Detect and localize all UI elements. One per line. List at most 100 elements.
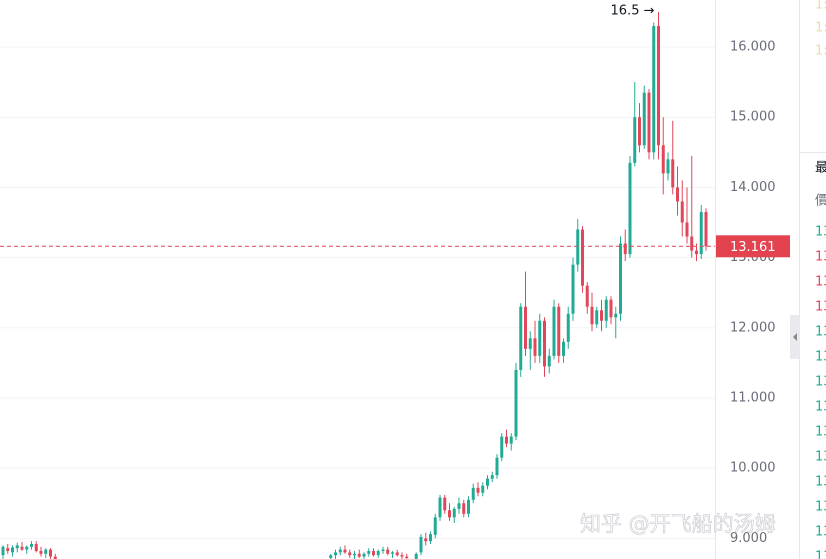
candle-body <box>443 497 447 511</box>
candle-body <box>547 355 551 367</box>
candle-body <box>452 508 456 518</box>
candle-body <box>6 548 10 551</box>
candle-body <box>386 549 390 554</box>
y-tick-label: 16.000 <box>730 40 776 55</box>
side-top-row: 1: <box>815 0 826 13</box>
candle-body <box>581 229 584 286</box>
side-panel-content: 1: 1: 1: 最價 13 13 13 13 13 13 13 13 13 13 13 13 13 13 <box>815 0 826 559</box>
candle-body <box>1 546 5 556</box>
candle-body <box>590 306 594 325</box>
candle-body <box>329 555 333 559</box>
candle-body <box>500 436 504 458</box>
candle-body <box>552 306 556 356</box>
y-tick-label: 15.000 <box>730 110 776 125</box>
side-row: 13 <box>815 475 826 490</box>
candle-body <box>680 201 684 223</box>
candle-body <box>334 552 337 556</box>
side-row: 13 <box>815 225 826 240</box>
candle-body <box>666 159 670 174</box>
candle-body <box>462 503 466 514</box>
candle-body <box>362 553 366 557</box>
candle-body <box>419 536 423 553</box>
candle-body <box>486 478 489 486</box>
candle-body <box>457 503 461 509</box>
candle-body <box>53 556 57 559</box>
candle-body <box>357 553 361 557</box>
candle-body <box>49 549 52 557</box>
candle-body <box>557 306 561 356</box>
candle-body <box>671 159 675 188</box>
side-row: 13 <box>815 250 826 265</box>
side-row: 13 <box>815 450 826 465</box>
candle-body <box>381 549 385 551</box>
side-header: 最 <box>815 161 826 176</box>
side-row: 13 <box>815 500 826 515</box>
candle-body <box>576 229 580 265</box>
candle-body <box>562 341 565 356</box>
candle-body <box>661 145 665 174</box>
candle-body <box>405 556 409 559</box>
high-annotation: 16.5 → <box>611 3 655 18</box>
candle-body <box>642 92 646 146</box>
y-tick-label: 11.000 <box>730 390 776 405</box>
side-top-row: 1: <box>815 44 826 59</box>
side-row: 13 <box>815 550 826 559</box>
candle-body <box>11 547 14 553</box>
candle-body <box>619 243 622 314</box>
candle-body <box>600 310 603 321</box>
candle-body <box>528 338 532 349</box>
side-row: 13 <box>815 400 826 415</box>
candle-body <box>471 487 475 500</box>
candle-body <box>690 236 694 251</box>
collapse-icon <box>793 333 797 341</box>
candle-body <box>15 545 19 549</box>
candle-body <box>647 92 651 153</box>
candle-body <box>395 552 399 556</box>
candle-body <box>343 549 347 553</box>
candle-body <box>628 162 632 255</box>
side-row: 13 <box>815 325 826 340</box>
side-panel <box>799 0 826 559</box>
candle-body <box>376 550 380 556</box>
candle-body <box>695 250 698 255</box>
candle-body <box>438 497 442 518</box>
candle-body <box>533 338 537 356</box>
candle-body <box>467 499 470 514</box>
candle-body <box>367 550 371 554</box>
candle-body <box>495 457 499 476</box>
candle-body <box>699 211 703 255</box>
candle-body <box>609 299 613 318</box>
candle-body <box>704 211 708 247</box>
candle-body <box>391 552 394 554</box>
candle-body <box>490 475 494 479</box>
candle-body <box>448 510 451 518</box>
candle-body <box>595 310 599 325</box>
candle-body <box>338 549 342 553</box>
candle-body <box>372 550 375 556</box>
candle-body <box>614 313 618 318</box>
candle-body <box>424 538 428 542</box>
y-tick-label: 9.000 <box>730 531 767 546</box>
y-tick-label: 12.000 <box>730 320 776 335</box>
candle-body <box>39 550 43 554</box>
candle-body <box>652 25 656 153</box>
candle-body <box>481 485 485 493</box>
candle-body <box>509 436 513 444</box>
candle-body <box>657 25 660 146</box>
candle-body <box>400 555 404 557</box>
candle-body <box>638 117 641 146</box>
last-price-label: 13.161 <box>730 240 776 255</box>
last-price-box <box>716 235 790 258</box>
candle-body <box>34 543 38 551</box>
side-row: 13 <box>815 525 826 540</box>
candle-body <box>604 299 608 321</box>
candle-body <box>623 243 627 255</box>
candle-body <box>566 313 570 342</box>
y-tick-label: 10.000 <box>730 461 776 476</box>
side-row: 13 <box>815 425 826 440</box>
candle-body <box>44 549 48 554</box>
side-row: 13 <box>815 350 826 365</box>
candle-body <box>543 320 546 367</box>
